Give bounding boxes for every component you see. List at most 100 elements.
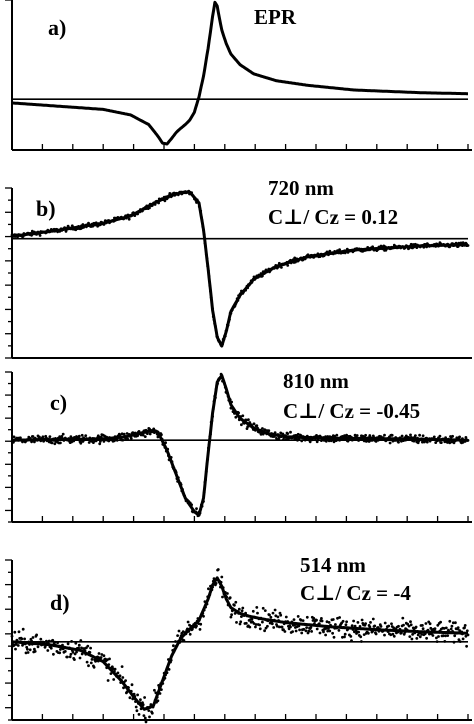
data-point — [112, 678, 116, 681]
panel-label: c) — [50, 390, 67, 415]
data-point — [337, 629, 341, 632]
data-point — [291, 630, 294, 633]
data-point — [177, 629, 181, 633]
data-point — [80, 646, 83, 650]
data-point — [247, 418, 250, 422]
data-point — [156, 699, 160, 703]
data-point — [230, 613, 234, 617]
data-point — [338, 248, 341, 252]
data-point — [274, 614, 278, 618]
data-point — [100, 653, 104, 656]
data-point — [443, 640, 447, 643]
data-point — [269, 615, 273, 619]
data-point — [252, 422, 256, 426]
data-point — [198, 628, 202, 631]
data-point — [458, 435, 461, 439]
data-point — [47, 639, 51, 643]
data-point — [280, 266, 283, 269]
data-point — [80, 433, 84, 437]
data-point — [275, 437, 278, 440]
data-point — [89, 646, 92, 650]
data-point — [408, 635, 412, 638]
data-point — [284, 438, 288, 441]
data-point — [31, 636, 35, 639]
data-point — [289, 430, 292, 434]
data-point — [415, 637, 419, 640]
data-point — [251, 609, 255, 613]
data-point — [50, 441, 54, 445]
data-point — [302, 627, 306, 631]
data-point — [442, 634, 445, 638]
data-point — [12, 435, 16, 439]
data-point — [401, 616, 405, 620]
data-point — [341, 619, 345, 623]
data-point — [239, 620, 243, 624]
data-point — [300, 439, 304, 443]
data-point — [418, 635, 422, 639]
data-point — [89, 661, 93, 665]
data-point — [261, 620, 264, 624]
data-point — [134, 705, 138, 709]
data-point — [367, 440, 371, 443]
data-point — [226, 592, 229, 595]
data-point — [53, 442, 57, 446]
data-point — [318, 631, 322, 635]
data-point — [263, 609, 267, 612]
data-point — [21, 627, 25, 631]
data-point — [46, 649, 50, 652]
data-point — [327, 439, 331, 443]
data-point — [278, 611, 282, 615]
data-point — [229, 615, 233, 619]
data-point — [220, 575, 224, 579]
data-point — [109, 672, 113, 675]
data-point — [336, 616, 339, 620]
data-point — [78, 656, 82, 660]
annotation: EPR — [254, 5, 297, 29]
data-point — [128, 696, 132, 700]
data-point — [28, 648, 32, 652]
data-point — [126, 437, 130, 441]
data-point — [454, 621, 457, 625]
data-point — [121, 676, 125, 679]
data-point — [87, 664, 90, 668]
data-point — [71, 650, 75, 654]
data-point — [90, 658, 94, 661]
data-point — [329, 439, 333, 443]
data-point — [23, 637, 26, 641]
data-point — [453, 634, 457, 638]
data-point — [446, 634, 450, 637]
data-point — [390, 433, 394, 437]
data-point — [344, 623, 348, 627]
data-point — [99, 656, 103, 659]
data-point — [387, 624, 391, 628]
data-point — [254, 625, 257, 629]
data-point — [186, 620, 190, 624]
data-point — [352, 619, 355, 623]
data-point — [277, 625, 281, 629]
data-point — [353, 624, 357, 628]
data-point — [107, 439, 111, 443]
data-point — [296, 615, 300, 618]
data-point — [233, 612, 237, 615]
data-point — [392, 634, 396, 638]
series-line — [11, 190, 469, 348]
data-point — [139, 698, 142, 702]
data-point — [432, 435, 436, 439]
data-point — [409, 433, 412, 437]
data-point — [448, 441, 452, 445]
data-point — [346, 439, 350, 443]
data-point — [383, 633, 386, 637]
data-point — [26, 647, 29, 651]
series-line — [11, 0, 469, 146]
data-point — [279, 431, 283, 435]
data-point — [320, 619, 324, 623]
data-point — [73, 658, 76, 661]
data-point — [374, 632, 378, 636]
data-point — [315, 627, 319, 631]
data-point — [143, 435, 147, 438]
data-point — [458, 629, 461, 632]
data-point — [51, 638, 55, 642]
data-point — [199, 622, 203, 626]
data-point — [299, 618, 303, 622]
data-point — [308, 440, 312, 444]
